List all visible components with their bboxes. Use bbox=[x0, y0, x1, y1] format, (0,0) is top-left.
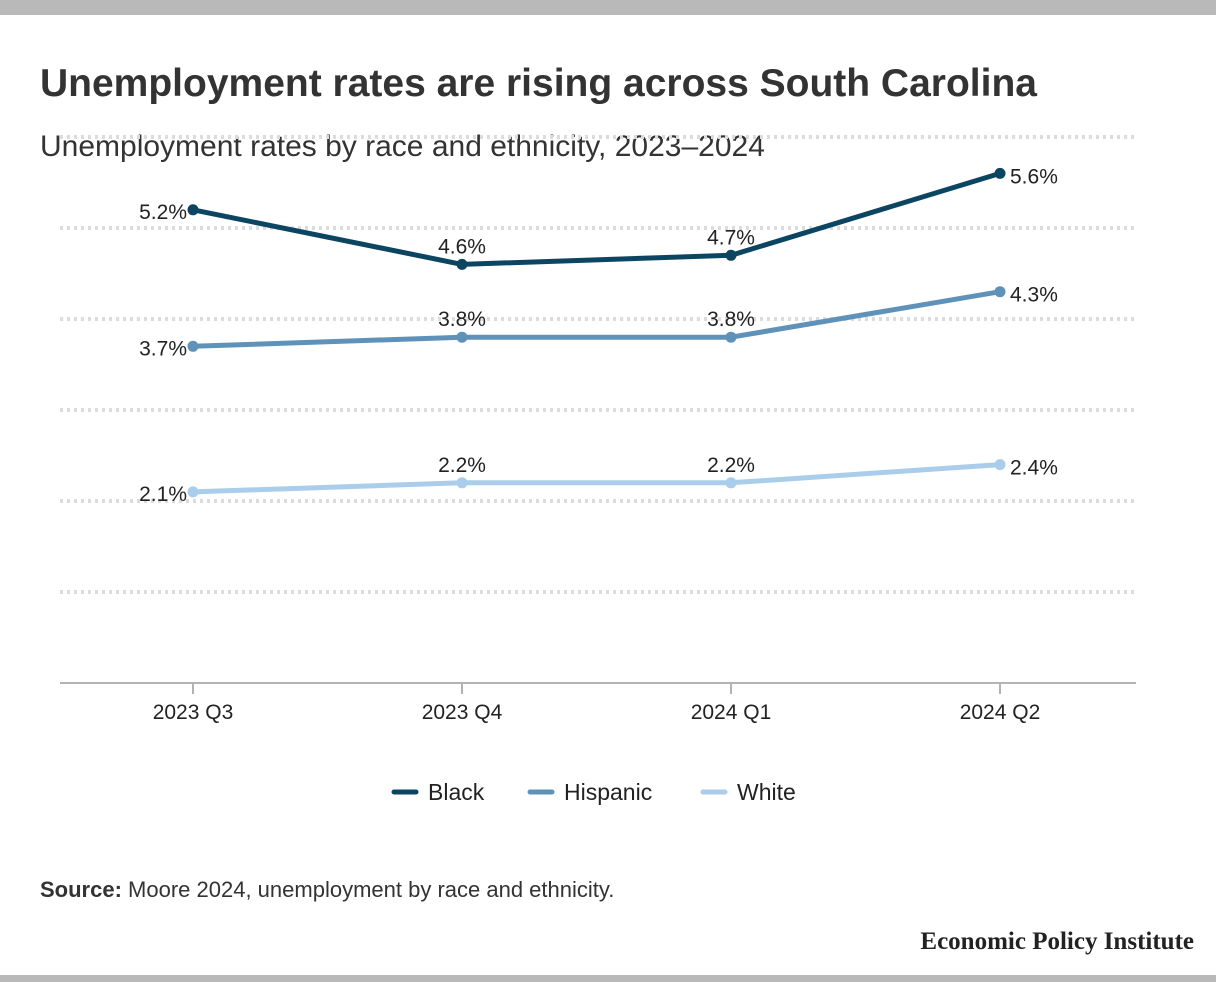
data-label: 5.2% bbox=[139, 201, 187, 224]
data-label: 2.2% bbox=[438, 454, 486, 477]
series-line-white bbox=[190, 462, 1003, 495]
data-label: 4.7% bbox=[707, 226, 755, 249]
data-point bbox=[456, 477, 468, 489]
data-point bbox=[725, 331, 737, 343]
x-tick-label: 2023 Q3 bbox=[153, 701, 234, 724]
organization-logo: Economic Policy Institute bbox=[920, 928, 1194, 955]
legend-label-black: Black bbox=[428, 779, 485, 805]
data-point bbox=[456, 331, 468, 343]
x-tick-label: 2024 Q2 bbox=[960, 701, 1041, 724]
series-line-hispanic bbox=[190, 289, 1003, 349]
data-point bbox=[187, 204, 199, 216]
x-tick-label: 2024 Q1 bbox=[691, 701, 772, 724]
source-label: Source: bbox=[40, 877, 122, 902]
data-label: 3.8% bbox=[438, 308, 486, 331]
x-axis: 2023 Q3 2023 Q4 2024 Q1 2024 Q2 bbox=[60, 682, 1136, 724]
data-label: 4.6% bbox=[438, 235, 486, 258]
line-chart: 2023 Q3 2023 Q4 2024 Q1 2024 Q2 5.2% 4.6% 4.7… bbox=[60, 135, 1136, 805]
top-border bbox=[0, 0, 1216, 15]
legend: Black Hispanic White bbox=[391, 779, 796, 805]
legend-label-hispanic: Hispanic bbox=[564, 779, 652, 805]
data-point bbox=[725, 249, 737, 261]
data-label: 2.2% bbox=[707, 454, 755, 477]
data-label: 5.6% bbox=[1010, 165, 1058, 188]
gridlines bbox=[60, 135, 1136, 594]
series-line-black bbox=[190, 170, 1003, 267]
data-label: 2.4% bbox=[1010, 457, 1058, 480]
series-lines bbox=[187, 167, 1006, 498]
bottom-border bbox=[0, 975, 1216, 982]
data-point bbox=[456, 258, 468, 270]
data-labels: 5.2% 4.6% 4.7% 5.6% 3.7% 3.8% 3.8% 4.3% 2.1% 2.2%… bbox=[139, 165, 1058, 506]
data-label: 3.7% bbox=[139, 337, 187, 360]
data-label: 2.1% bbox=[139, 483, 187, 506]
data-point bbox=[994, 286, 1006, 298]
data-point bbox=[994, 167, 1006, 179]
data-label: 4.3% bbox=[1010, 284, 1058, 307]
x-tick-label: 2023 Q4 bbox=[422, 701, 503, 724]
chart-title: Unemployment rates are rising across Sou… bbox=[40, 62, 1037, 105]
data-point bbox=[187, 486, 199, 498]
source-text: Moore 2024, unemployment by race and eth… bbox=[128, 877, 615, 902]
data-point bbox=[725, 477, 737, 489]
data-point bbox=[994, 459, 1006, 471]
data-point bbox=[187, 340, 199, 352]
source-note: Source: Moore 2024, unemployment by race… bbox=[40, 877, 614, 903]
data-label: 3.8% bbox=[707, 308, 755, 331]
legend-label-white: White bbox=[737, 779, 796, 805]
